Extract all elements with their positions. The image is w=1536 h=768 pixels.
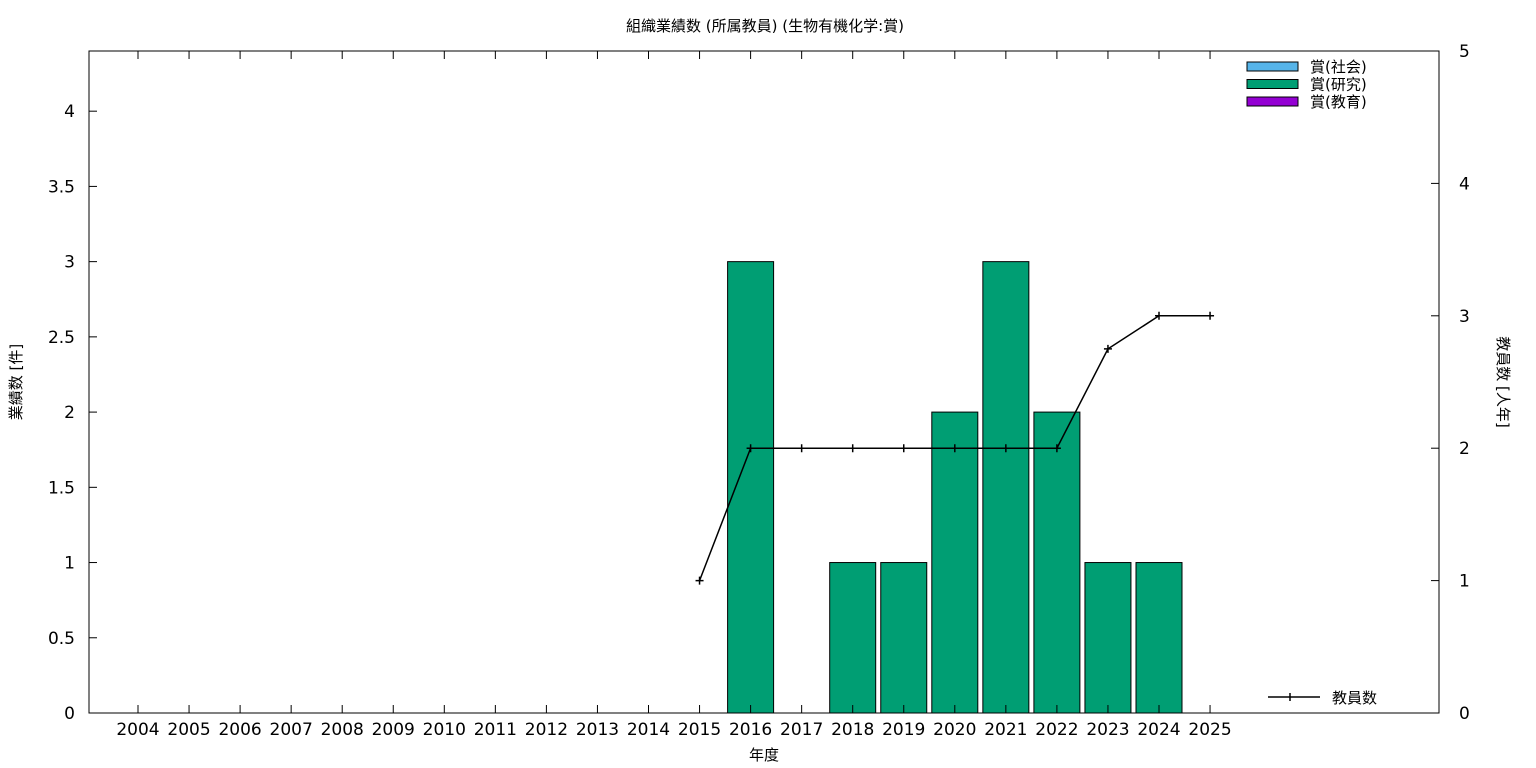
y-axis-label: 業績数 [件] (7, 344, 25, 420)
y2-tick-label: 5 (1459, 42, 1470, 62)
legend-label: 賞(研究) (1310, 76, 1367, 94)
bar (1136, 563, 1182, 713)
plot-area (696, 262, 1215, 713)
line-point (1155, 312, 1163, 320)
x-tick-label: 2018 (831, 720, 874, 740)
x-tick-label: 2011 (474, 720, 517, 740)
bar (728, 262, 774, 713)
x-tick-label: 2017 (780, 720, 823, 740)
line-point (798, 444, 806, 452)
y-tick-label: 3 (64, 253, 75, 273)
y2-tick-label: 3 (1459, 307, 1470, 327)
y-tick-label: 2.5 (48, 328, 75, 348)
x-tick-label: 2022 (1035, 720, 1078, 740)
legend-label: 賞(社会) (1310, 58, 1367, 76)
bar (1034, 412, 1080, 713)
y-tick-label: 2 (64, 403, 75, 423)
bar (881, 563, 927, 713)
y-tick-label: 3.5 (48, 177, 75, 197)
x-tick-label: 2010 (423, 720, 466, 740)
x-tick-label: 2015 (678, 720, 721, 740)
legend: 賞(社会)賞(研究)賞(教育) 教員数 (1247, 58, 1377, 707)
legend-swatch (1247, 62, 1298, 71)
y2-tick-label: 0 (1459, 704, 1470, 724)
x-tick-label: 2023 (1086, 720, 1129, 740)
x-tick-label: 2025 (1188, 720, 1231, 740)
y-tick-label: 1.5 (48, 478, 75, 498)
bar (1085, 563, 1131, 713)
x-tick-label: 2009 (372, 720, 415, 740)
x-tick-label: 2021 (984, 720, 1027, 740)
chart-title: 組織業績数 (所属教員) (生物有機化学:賞) (626, 17, 904, 35)
y2-axis-label: 教員数 [人年] (1494, 336, 1512, 427)
line-point (1206, 312, 1214, 320)
y-tick-label: 0.5 (48, 629, 75, 649)
line-point (696, 577, 704, 585)
x-tick-label: 2006 (218, 720, 261, 740)
x-tick-label: 2016 (729, 720, 772, 740)
legend-swatch (1247, 97, 1298, 106)
x-tick-label: 2020 (933, 720, 976, 740)
x-tick-label: 2014 (627, 720, 670, 740)
x-tick-label: 2019 (882, 720, 925, 740)
x-tick-label: 2008 (321, 720, 364, 740)
legend-label: 教員数 (1332, 689, 1377, 707)
y2-tick-label: 2 (1459, 439, 1470, 459)
x-tick-label: 2012 (525, 720, 568, 740)
x-tick-label: 2007 (270, 720, 313, 740)
legend-swatch (1247, 80, 1298, 89)
x-tick-label: 2005 (167, 720, 210, 740)
x-axis-label: 年度 (749, 746, 779, 764)
line-point (900, 444, 908, 452)
line-point (1104, 345, 1112, 353)
y-tick-label: 1 (64, 554, 75, 574)
x-tick-label: 2004 (116, 720, 159, 740)
x-tick-label: 2024 (1137, 720, 1180, 740)
legend-label: 賞(教育) (1310, 93, 1367, 111)
bar (830, 563, 876, 713)
bar (932, 412, 978, 713)
y-tick-label: 4 (64, 102, 75, 122)
bar (983, 262, 1029, 713)
y2-tick-label: 4 (1459, 174, 1470, 194)
y-tick-label: 0 (64, 704, 75, 724)
line-point (849, 444, 857, 452)
y2-tick-label: 1 (1459, 572, 1470, 592)
x-tick-label: 2013 (576, 720, 619, 740)
